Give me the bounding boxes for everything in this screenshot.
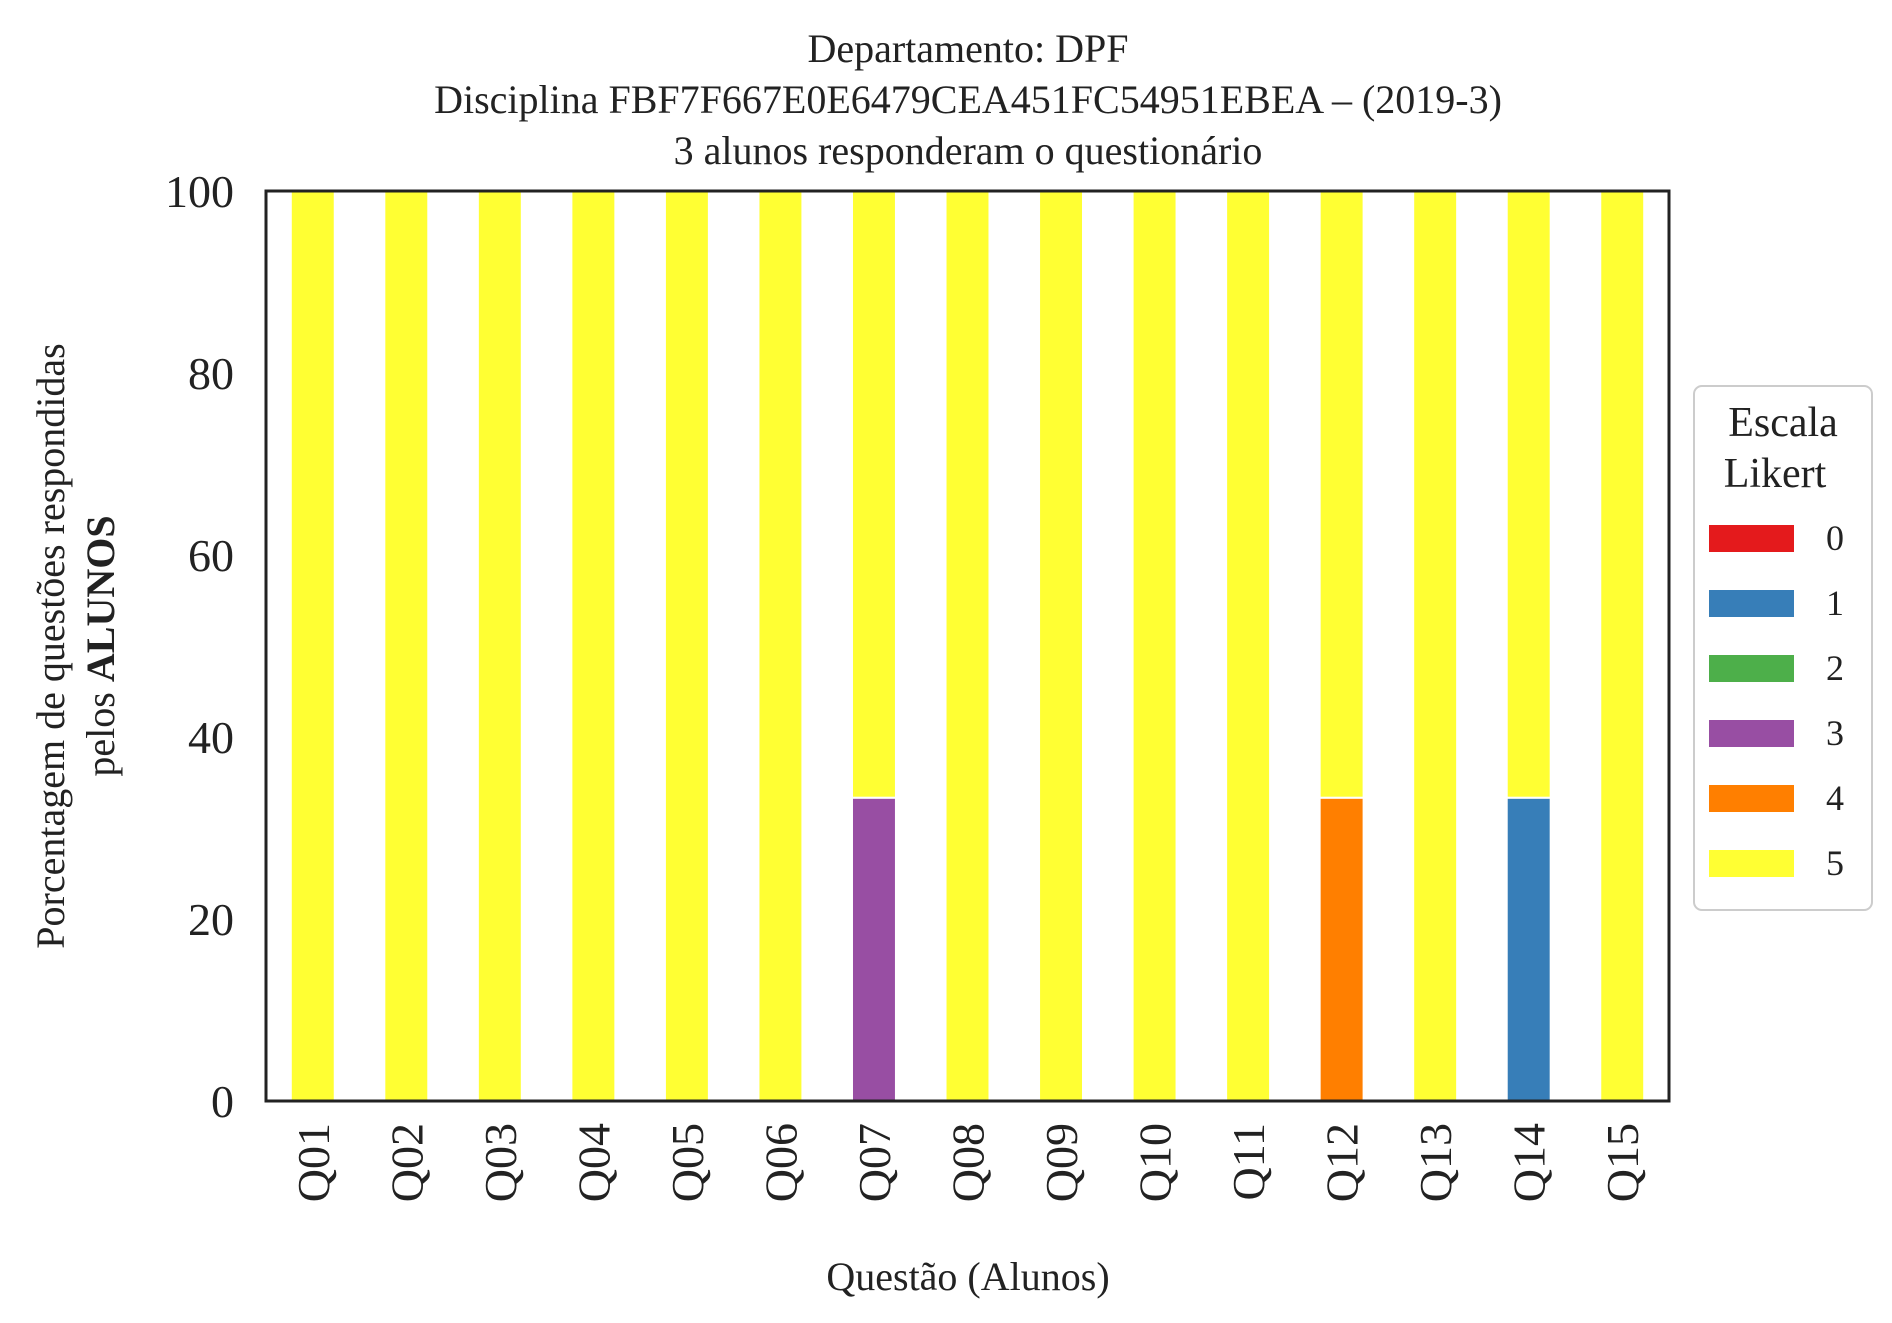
bar-q08-likert-5 <box>944 190 991 1102</box>
legend: Escala Likert 0 1 2 3 4 5 <box>1693 385 1873 911</box>
bar-q06-likert-5 <box>757 190 804 1102</box>
x-tick-label-q08: Q08 <box>943 1123 994 1202</box>
x-tick-label-q10: Q10 <box>1130 1123 1181 1202</box>
y-tick-label-0: 0 <box>211 1076 234 1127</box>
bar-q03-likert-5 <box>476 190 523 1102</box>
legend-label-1: 1 <box>1826 583 1844 623</box>
chart-title: Departamento: DPF Disciplina FBF7F667E0E… <box>434 26 1502 173</box>
x-tick-label-q05: Q05 <box>662 1123 713 1202</box>
legend-swatch-0 <box>1709 525 1794 552</box>
x-tick-label-q11: Q11 <box>1223 1123 1274 1201</box>
y-tick-label-40: 40 <box>188 712 234 763</box>
legend-label-4: 4 <box>1826 778 1844 818</box>
y-tick-label-60: 60 <box>188 530 234 581</box>
x-tick-label-q04: Q04 <box>568 1123 619 1202</box>
x-tick-label-q01: Q01 <box>288 1123 339 1202</box>
x-tick-label-q02: Q02 <box>381 1123 432 1202</box>
legend-swatch-3 <box>1709 720 1794 747</box>
y-axis-title: Porcentagem de questões respondidas pelo… <box>28 343 123 948</box>
bars-group <box>289 190 1646 1102</box>
y-tick-label-100: 100 <box>165 166 234 217</box>
legend-label-5: 5 <box>1826 843 1844 883</box>
y-tick-label-20: 20 <box>188 894 234 945</box>
legend-label-0: 0 <box>1826 518 1844 558</box>
legend-items: 0 1 2 3 4 5 <box>1709 518 1844 883</box>
x-tick-label-q09: Q09 <box>1036 1123 1087 1202</box>
y-axis-title-bold: ALUNOS <box>78 515 123 682</box>
bar-q09-likert-5 <box>1038 190 1085 1102</box>
y-axis-title-line-2: pelos ALUNOS <box>78 515 123 776</box>
x-tick-label-q07: Q07 <box>849 1123 900 1202</box>
legend-title-line-2: Likert <box>1724 451 1827 497</box>
y-tick-label-80: 80 <box>188 348 234 399</box>
bar-q10-likert-5 <box>1131 190 1178 1102</box>
legend-label-2: 2 <box>1826 648 1844 688</box>
legend-frame <box>1693 385 1873 911</box>
title-line-3: 3 alunos responderam o questionário <box>674 128 1263 173</box>
x-tick-label-q13: Q13 <box>1410 1123 1461 1202</box>
y-axis-title-prefix: pelos <box>78 682 123 776</box>
bar-q12-likert-4 <box>1318 796 1365 1102</box>
bar-q01-likert-5 <box>289 190 336 1102</box>
bar-q05-likert-5 <box>663 190 710 1102</box>
legend-swatch-4 <box>1709 785 1794 812</box>
y-axis-ticks: 0 20 40 60 80 100 <box>165 166 234 1127</box>
bar-q11-likert-5 <box>1225 190 1272 1102</box>
x-axis-ticks: Q01 Q02 Q03 Q04 Q05 Q06 Q07 Q08 Q09 Q10 Q11 Q12 Q13 Q… <box>288 1123 1648 1202</box>
bar-q12-likert-5 <box>1318 190 1365 799</box>
bar-q07-likert-5 <box>850 190 897 799</box>
legend-title-line-1: Escala <box>1728 400 1838 446</box>
bar-q15-likert-5 <box>1599 190 1646 1102</box>
x-axis-title: Questão (Alunos) <box>826 1254 1109 1299</box>
bar-q14-likert-5 <box>1505 190 1552 799</box>
x-tick-label-q14: Q14 <box>1504 1123 1555 1202</box>
x-tick-label-q12: Q12 <box>1317 1123 1368 1202</box>
x-tick-label-q03: Q03 <box>475 1123 526 1202</box>
title-line-2: Disciplina FBF7F667E0E6479CEA451FC54951E… <box>434 77 1502 122</box>
bar-q04-likert-5 <box>570 190 617 1102</box>
bar-q02-likert-5 <box>383 190 430 1102</box>
plot-frame <box>264 189 1671 1103</box>
x-tick-label-q06: Q06 <box>755 1123 806 1202</box>
bar-q07-likert-3 <box>850 796 897 1102</box>
y-axis-title-line-1: Porcentagem de questões respondidas <box>28 343 73 948</box>
bar-q13-likert-5 <box>1412 190 1459 1102</box>
x-tick-label-q15: Q15 <box>1597 1123 1648 1202</box>
legend-swatch-5 <box>1709 850 1794 877</box>
legend-label-3: 3 <box>1826 713 1844 753</box>
legend-swatch-1 <box>1709 590 1794 617</box>
title-line-1: Departamento: DPF <box>807 26 1128 71</box>
legend-swatch-2 <box>1709 655 1794 682</box>
bar-q14-likert-1 <box>1505 796 1552 1102</box>
